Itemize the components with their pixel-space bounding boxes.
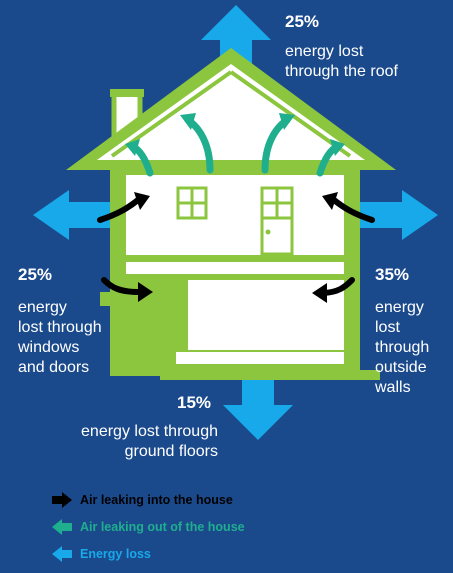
left-window <box>176 186 208 220</box>
roof-percentage: 25% <box>285 12 320 31</box>
walls-label-line-1: energy <box>375 299 424 316</box>
floors-label-line-1: energy lost through <box>81 423 218 440</box>
upper-floor-interior <box>126 175 344 255</box>
left-wall-energy-loss-arrow <box>33 190 110 240</box>
walls-label-line-2: lost <box>375 319 400 336</box>
roof-label-line-2: through the roof <box>285 63 398 80</box>
air-in-arrow-right-upper <box>331 197 375 223</box>
legend-label-air-in: Air leaking into the house <box>80 493 233 507</box>
air-in-arrow-right-lower <box>321 277 355 296</box>
door-knob <box>265 229 271 235</box>
roof-energy-loss-arrow <box>201 5 271 80</box>
arrow-left-icon <box>52 519 72 535</box>
walls-label-line-3: through <box>375 339 430 356</box>
floors-label-line-2: ground floors <box>124 443 218 460</box>
door <box>260 186 294 256</box>
legend-item-air-out: Air leaking out of the house <box>52 518 245 536</box>
attic <box>97 64 365 160</box>
arrow-left-icon <box>52 546 72 562</box>
chimney-cap <box>110 89 144 97</box>
walls-percentage: 35% <box>375 265 410 284</box>
air-in-arrow-left-lower <box>101 277 143 295</box>
air-in-arrow-left-upper <box>97 197 141 223</box>
legend-item-air-in: Air leaking into the house <box>52 491 233 509</box>
walls-label-line-4: outside <box>375 359 427 376</box>
right-wall-energy-loss-arrow <box>360 190 438 240</box>
windows-label-line-1: energy <box>18 299 67 316</box>
arrow-right-icon <box>52 492 72 508</box>
floors-percentage: 15% <box>177 393 212 412</box>
walls-label-line-5: walls <box>375 379 411 396</box>
windows-percentage: 25% <box>18 265 53 284</box>
foundation <box>160 370 380 380</box>
legend-label-air-out: Air leaking out of the house <box>80 520 245 534</box>
windows-label-line-2: lost through <box>18 319 102 336</box>
windows-label-line-3: windows <box>18 339 80 356</box>
roof-label-line-1: energy lost <box>285 43 364 60</box>
floor-energy-loss-arrow <box>223 372 293 440</box>
legend-label-energy-loss: Energy loss <box>80 547 151 561</box>
legend-item-energy-loss: Energy loss <box>52 545 151 563</box>
windows-label-line-4: and doors <box>18 359 90 376</box>
